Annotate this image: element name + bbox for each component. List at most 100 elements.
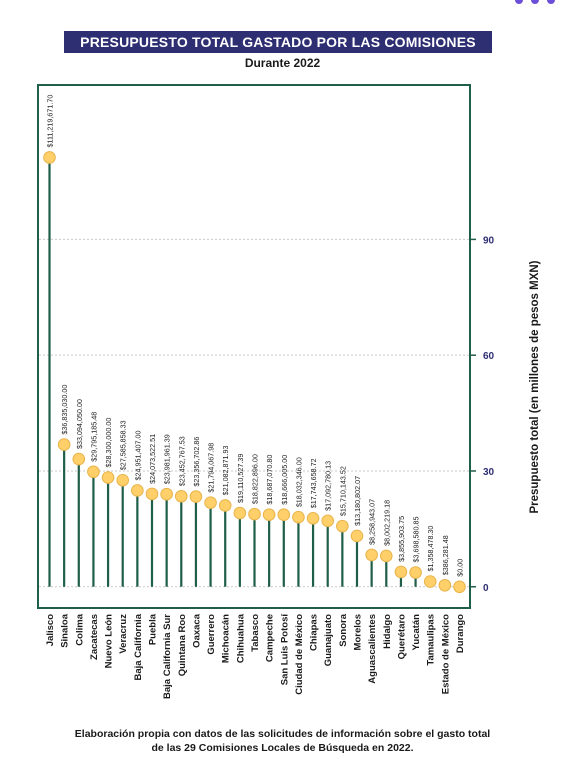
data-label: $8,258,943.07 [368,499,377,545]
x-category-label: Baja California Sur [162,614,173,699]
y-tick-label: 90 [483,235,495,246]
data-label: $23,452,767.53 [177,436,186,486]
lollipop-marker [350,529,364,543]
data-label: $1,358,478.30 [426,526,435,572]
footnote-line-1: Elaboración propia con datos de las soli… [74,728,491,740]
x-category-label: Jalisco [45,614,56,646]
data-label: $386,281.48 [441,535,450,575]
x-category-label: Ciudad de México [294,614,305,695]
data-label: $111,219,671.70 [46,95,55,148]
x-category-label: Michoacán [221,614,232,663]
data-label: $29,795,185.48 [89,412,98,462]
chart-subtitle: Durante 2022 [244,56,321,70]
lollipop-marker [72,452,86,466]
chart-title: PRESUPUESTO TOTAL GASTADO POR LAS COMISI… [64,31,492,72]
data-label: $15,710,143.52 [338,466,347,516]
lollipop-marker [43,151,56,164]
lollipop-marker [306,511,320,525]
x-category-label: Estado de México [440,614,451,694]
data-label: $18,032,346.00 [294,457,303,507]
data-label: $27,585,858.33 [119,420,128,470]
data-label: $18,687,070.80 [265,455,274,505]
data-label: $28,300,000.00 [104,418,113,468]
data-label: $18,822,896.00 [251,454,260,504]
lollipop-marker [321,514,335,528]
lollipop-marker [365,548,378,562]
lollipop-marker [336,519,349,533]
x-category-label: Puebla [148,613,159,645]
data-label: $23,356,702.86 [192,437,201,487]
lollipop-marker [116,473,130,487]
x-category-label: Campeche [265,614,276,662]
data-label: $18,666,005.00 [280,455,289,505]
data-label: $3,698,580.85 [412,517,421,563]
lollipop-marker [204,496,217,509]
lollipop-marker [160,487,173,501]
decorative-dot [515,0,523,4]
x-category-label: Aguascalientes [367,614,378,684]
footnote-line-2: de las 29 Comisiones Locales de Búsqueda… [151,742,414,754]
data-label: $0.00 [456,559,465,577]
plot-frame [37,84,471,609]
lollipop-marker [292,510,305,524]
y-axis-label: Presupuesto total (en millones de pesos … [529,260,541,514]
lollipop-marker [233,506,247,520]
data-label: $17,743,658.72 [309,458,318,508]
lollipop-marker [101,471,115,484]
lollipop-marker [248,507,261,521]
x-category-label: Durango [455,614,466,653]
x-category-label: Sonora [338,613,349,646]
data-label: $19,110,527.39 [236,454,245,503]
y-tick-label: 0 [483,583,489,594]
lollipop-marker [409,566,422,579]
x-category-label: Yucatán [411,614,422,651]
lollipop-marker [379,549,393,563]
lollipop-marker [438,578,452,592]
lollipop-marker [262,508,276,521]
x-category-label: Colima [74,613,85,645]
x-category-label: Guanajuato [323,614,334,666]
x-category-label: Quintana Roo [177,614,188,676]
lollipop-marker [87,465,100,479]
y-tick-label: 60 [483,351,495,362]
decorative-dot [547,0,555,4]
lollipop-marker [453,580,466,594]
data-label: $17,092,780.13 [324,461,333,511]
x-category-label: Chihuahua [235,613,246,663]
lollipop-marker [394,565,408,579]
x-category-label: Guerrero [206,614,217,655]
lollipop-marker [277,508,291,522]
data-label: $3,855,903.75 [397,516,406,562]
data-label: $33,094,050.00 [75,399,84,449]
y-tick-label: 30 [483,467,495,478]
x-category-label: Sinaloa [60,613,71,648]
data-label: $24,073,522.51 [148,434,157,484]
lollipop-marker [145,487,159,501]
lollipop-marker [218,499,232,512]
x-category-label: Nuevo León [104,614,115,669]
footnote: Elaboración propia con datos de las soli… [20,727,545,755]
x-category-label: Veracruz [118,614,129,654]
lollipop-marker [131,484,144,497]
x-category-label: Oaxaca [191,613,202,648]
data-label: $13,180,802.07 [353,476,362,526]
data-label: $21,794,067.98 [207,443,216,493]
decorative-dots-icon [515,0,555,4]
data-label: $36,835,030.00 [60,385,69,435]
x-category-label: Baja California [133,613,144,680]
x-category-label: Tabasco [250,614,261,652]
lollipop-marker [189,490,203,503]
x-category-label: Querétaro [396,614,407,660]
x-category-label: San Luis Potosí [279,614,290,686]
decorative-dot [531,0,539,4]
lollipop-marker [423,575,437,588]
data-label: $21,082,871.93 [221,445,230,495]
data-label: $8,002,219.18 [382,500,391,546]
lollipop-marker [57,438,71,451]
x-category-label: Tamaulipas [426,614,437,666]
lollipop-marker [174,489,188,503]
x-category-label: Morelos [353,614,364,650]
data-label: $24,951,407.00 [133,431,142,481]
x-category-label: Hidalgo [382,614,393,649]
